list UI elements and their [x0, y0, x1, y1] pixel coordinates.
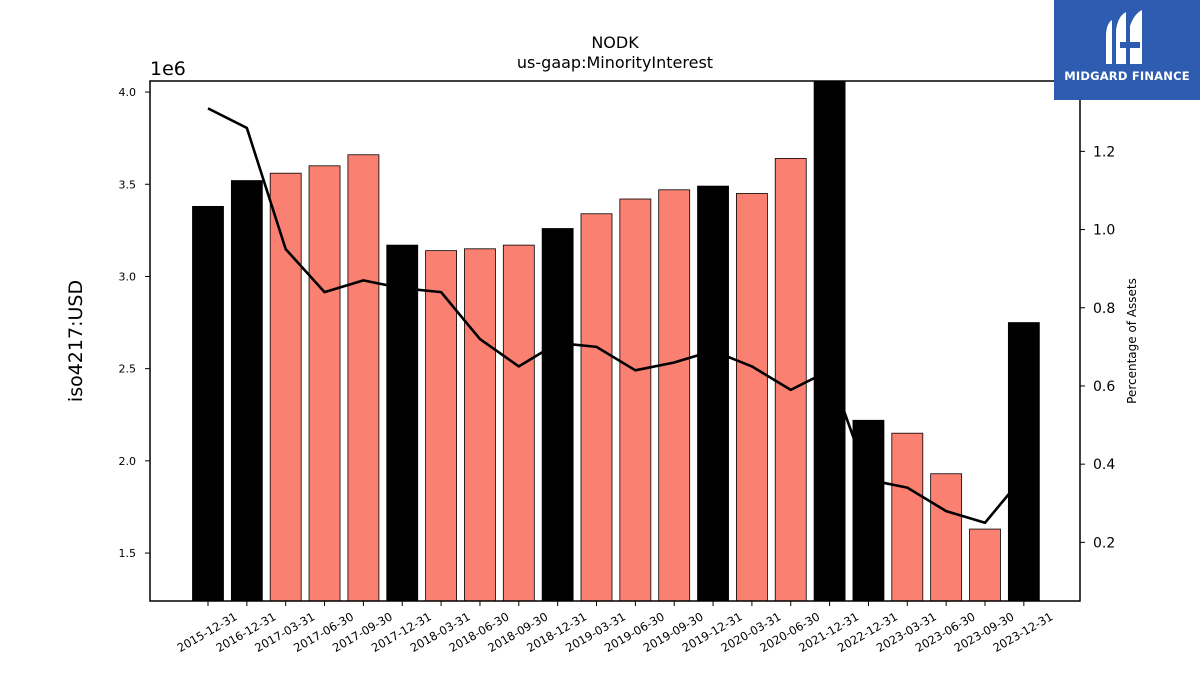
bar — [580, 213, 613, 602]
bar — [464, 248, 496, 602]
series-line — [207, 107, 1025, 525]
y-offset-label: 1e6 — [150, 58, 186, 80]
y-axis-label: iso4217:USD — [65, 280, 87, 402]
bar — [658, 189, 691, 602]
y-tick-label: 4.0 — [119, 86, 137, 99]
bar — [347, 154, 380, 602]
bar — [192, 205, 224, 602]
y2-tick-label: 1.2 — [1093, 144, 1115, 160]
bar — [425, 250, 458, 602]
bar — [969, 528, 1001, 602]
y2-tick-label: 0.8 — [1093, 301, 1115, 317]
bar — [541, 228, 574, 602]
bar — [308, 165, 341, 602]
bar — [813, 80, 846, 602]
y-tick-label: 2.5 — [119, 363, 137, 376]
bar — [1007, 322, 1040, 602]
y2-axis-label: Percentage of Assets — [1125, 278, 1139, 404]
bar — [502, 244, 535, 602]
bar — [774, 158, 807, 602]
bar — [736, 193, 768, 602]
y2-tick-label: 0.6 — [1093, 379, 1115, 395]
bar — [619, 198, 652, 602]
chart-title: NODK — [591, 33, 639, 52]
y-tick-label: 1.5 — [119, 547, 137, 560]
bar — [269, 172, 302, 602]
bar — [230, 180, 263, 602]
y2-tick-label: 0.4 — [1093, 457, 1115, 473]
bar — [930, 473, 963, 602]
bar — [386, 244, 419, 602]
y2-tick-label: 0.2 — [1093, 535, 1115, 551]
logo-text: MIDGARD FINANCE — [1064, 69, 1190, 83]
plot-frame — [149, 80, 1081, 602]
bar — [891, 432, 924, 602]
axes: 1.52.02.53.03.54.00.20.40.60.81.01.22015… — [119, 80, 1115, 655]
bar — [697, 185, 729, 602]
brand-logo: MIDGARD FINANCE — [1054, 0, 1200, 100]
y-tick-label: 3.0 — [119, 270, 137, 283]
chart-subtitle: us-gaap:MinorityInterest — [517, 53, 713, 72]
logo-mark-icon — [1106, 10, 1142, 64]
y2-tick-label: 1.0 — [1093, 223, 1115, 239]
line-layer — [207, 107, 1025, 525]
y-tick-label: 3.5 — [119, 178, 137, 191]
bars — [192, 80, 1040, 602]
y-tick-label: 2.0 — [119, 455, 137, 468]
